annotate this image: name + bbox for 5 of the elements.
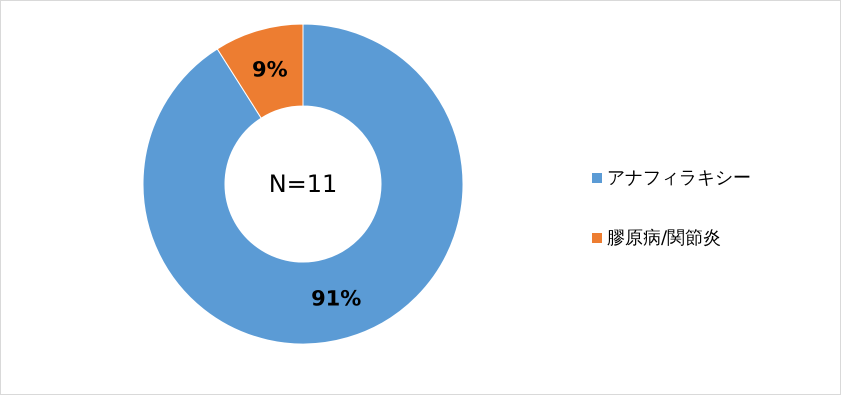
legend-label: 膠原病/関節炎 [607, 228, 722, 248]
data-label: 9% [252, 58, 288, 82]
legend-label: アナフィラキシー [607, 168, 751, 188]
data-label: 91% [311, 286, 362, 310]
text: N=11 [268, 170, 338, 198]
